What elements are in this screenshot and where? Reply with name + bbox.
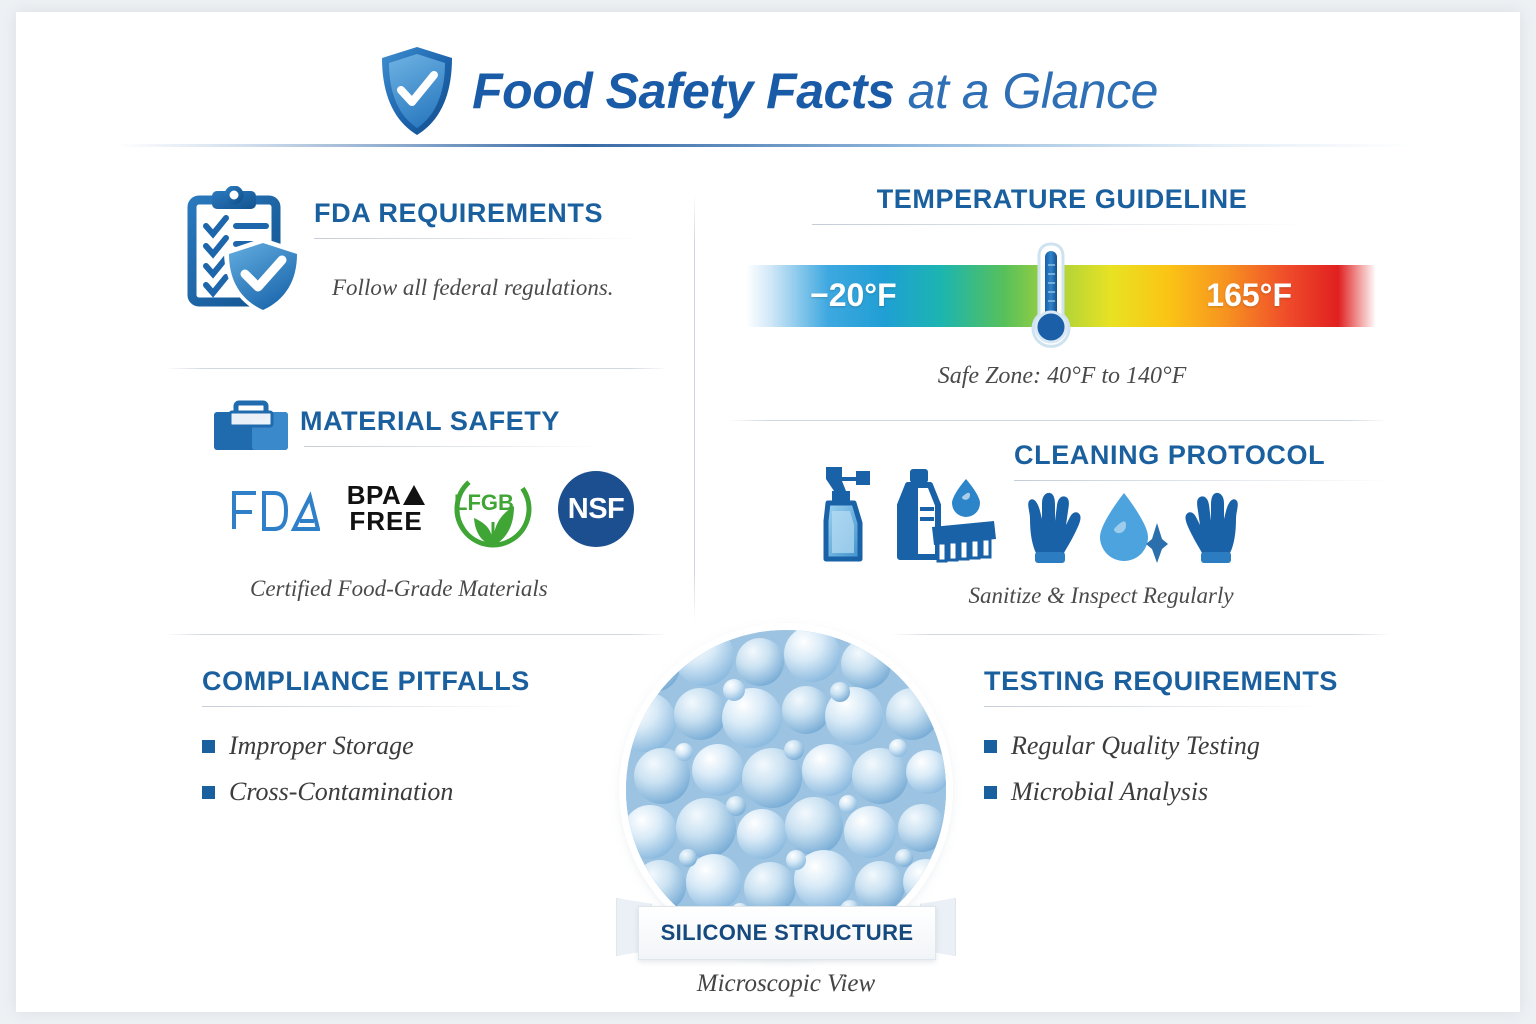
fda-title-rule bbox=[314, 238, 644, 239]
section-silicone-structure: SILICONE STRUCTURE Microscopic View bbox=[616, 630, 956, 1010]
bullet-square-icon bbox=[202, 785, 215, 799]
list-item: Regular Quality Testing bbox=[984, 731, 1414, 761]
fda-badge bbox=[232, 491, 320, 531]
spray-bottle-icon bbox=[823, 467, 870, 562]
nsf-badge: NSF bbox=[558, 471, 634, 547]
briefcase-case-icon bbox=[214, 400, 288, 450]
title-bold: Food Safety Facts bbox=[472, 63, 895, 119]
bpa-line2: FREE bbox=[349, 506, 423, 537]
divider-left-1 bbox=[164, 368, 669, 369]
certification-badges: BPA FREE LFGB NSF bbox=[228, 468, 682, 550]
material-subtitle: Certified Food-Grade Materials bbox=[250, 576, 548, 601]
list-item-label: Improper Storage bbox=[229, 731, 414, 760]
shield-check-icon bbox=[382, 47, 453, 135]
section-temperature-guideline: TEMPERATURE GUIDELINE −20°F 165°F bbox=[728, 184, 1396, 390]
list-item: Cross-Contamination bbox=[202, 777, 672, 807]
divider-right-1 bbox=[728, 420, 1388, 421]
bpa-free-badge: BPA FREE bbox=[344, 479, 428, 539]
temperature-gauge: −20°F 165°F bbox=[728, 242, 1396, 348]
detergent-bottle-brush-icon bbox=[897, 469, 996, 563]
silicone-spheres-graphic bbox=[626, 630, 946, 950]
divider-right-2 bbox=[891, 634, 1391, 635]
glove-left-icon bbox=[1028, 492, 1081, 563]
section-testing-requirements: TESTING REQUIREMENTS Regular Quality Tes… bbox=[984, 666, 1414, 823]
svg-text:LFGB: LFGB bbox=[454, 490, 514, 515]
testing-list: Regular Quality Testing Microbial Analys… bbox=[984, 731, 1414, 807]
list-item: Improper Storage bbox=[202, 731, 672, 761]
silicone-microstructure-image bbox=[626, 630, 946, 950]
list-item: Microbial Analysis bbox=[984, 777, 1414, 807]
thermometer-icon bbox=[1031, 242, 1071, 348]
microscope-caption: Microscopic View bbox=[696, 970, 876, 997]
list-item-label: Cross-Contamination bbox=[229, 777, 454, 806]
header: Food Safety Facts at a Glance bbox=[16, 36, 1520, 146]
divider-left-2 bbox=[164, 634, 669, 635]
clipboard-checklist-shield-icon bbox=[187, 186, 302, 314]
material-title-rule bbox=[304, 445, 604, 447]
infographic-card: Food Safety Facts at a Glance bbox=[16, 12, 1520, 1012]
cleaning-title: CLEANING PROTOCOL bbox=[1014, 440, 1326, 470]
pitfalls-list: Improper Storage Cross-Contamination bbox=[202, 731, 672, 807]
pitfalls-title: COMPLIANCE PITFALLS bbox=[202, 666, 530, 696]
bullet-square-icon bbox=[984, 785, 997, 799]
nsf-label: NSF bbox=[567, 492, 625, 525]
bullet-square-icon bbox=[202, 739, 215, 753]
lfgb-badge: LFGB bbox=[454, 470, 532, 548]
header-divider bbox=[116, 144, 1416, 147]
vertical-divider bbox=[694, 192, 695, 622]
testing-title-rule bbox=[984, 706, 1324, 707]
banner-label: SILICONE STRUCTURE bbox=[660, 920, 914, 945]
temperature-max-label: 165°F bbox=[1206, 277, 1292, 313]
temperature-subtitle: Safe Zone: 40°F to 140°F bbox=[937, 363, 1187, 389]
glove-right-icon bbox=[1185, 492, 1238, 563]
section-compliance-pitfalls: COMPLIANCE PITFALLS Improper Storage Cro… bbox=[202, 666, 672, 823]
temperature-min-label: −20°F bbox=[810, 277, 897, 313]
list-item-label: Regular Quality Testing bbox=[1011, 731, 1260, 760]
fda-title: FDA REQUIREMENTS bbox=[314, 198, 604, 228]
page-title: Food Safety Facts at a Glance bbox=[472, 66, 1158, 116]
temperature-title: TEMPERATURE GUIDELINE bbox=[876, 184, 1248, 214]
bpa-line1: BPA bbox=[346, 480, 402, 511]
testing-title: TESTING REQUIREMENTS bbox=[984, 666, 1339, 696]
list-item-label: Microbial Analysis bbox=[1011, 777, 1209, 806]
triangle-icon bbox=[403, 485, 426, 506]
pitfalls-title-rule bbox=[202, 706, 532, 707]
section-material-safety: MATERIAL SAFETY BPA FREE LFGB bbox=[212, 400, 682, 602]
fda-subtitle: Follow all federal regulations. bbox=[332, 275, 614, 300]
banner-plate: SILICONE STRUCTURE bbox=[638, 906, 936, 960]
section-cleaning-protocol: CLEANING PROTOCOL bbox=[816, 440, 1396, 609]
title-normal: at a Glance bbox=[894, 63, 1159, 119]
silicone-banner: SILICONE STRUCTURE bbox=[616, 898, 956, 960]
cleaning-subtitle: Sanitize & Inspect Regularly bbox=[968, 583, 1234, 608]
water-drop-sparkle-icon bbox=[1100, 493, 1168, 563]
bullet-square-icon bbox=[984, 739, 997, 753]
cleaning-title-rule bbox=[1014, 480, 1394, 481]
material-title: MATERIAL SAFETY bbox=[300, 405, 561, 436]
section-fda-requirements: FDA REQUIREMENTS Follow all federal regu… bbox=[184, 184, 684, 316]
temperature-title-rule bbox=[812, 224, 1312, 225]
